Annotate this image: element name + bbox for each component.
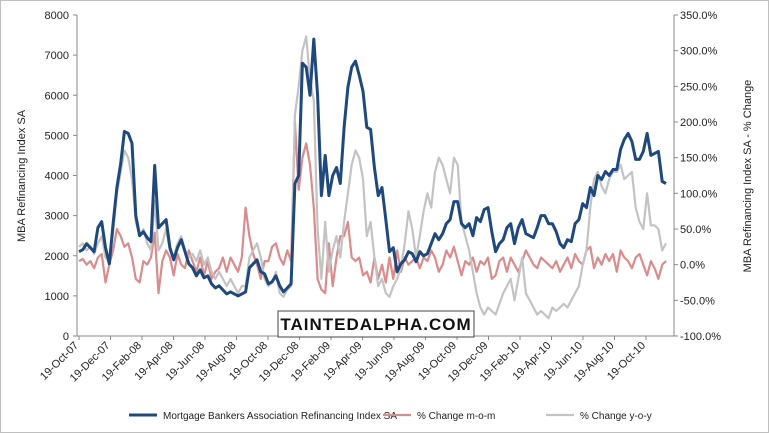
left-tick-label: 5000 bbox=[45, 130, 69, 142]
right-tick-label: 350.0% bbox=[680, 10, 718, 22]
right-tick-label: 250.0% bbox=[680, 81, 718, 93]
left-tick-label: 3000 bbox=[45, 211, 69, 223]
left-tick-label: 8000 bbox=[45, 10, 69, 22]
legend-label-1: % Change m-o-m bbox=[417, 411, 495, 422]
series-lines bbox=[79, 36, 666, 318]
legend-label-2: % Change y-o-y bbox=[580, 411, 652, 422]
left-axis-ticks: 0 1000 2000 3000 4000 5000 6000 7000 8000 bbox=[45, 10, 77, 343]
left-tick-label: 0 bbox=[63, 331, 69, 343]
left-tick-label: 6000 bbox=[45, 90, 69, 102]
right-axis-ticks: -100.0% -50.0% 0.0% 50.0% 100.0% 150.0% 200.0%… bbox=[674, 10, 721, 343]
watermark-logo: TAINTEDALPHA.COM bbox=[278, 311, 474, 337]
left-axis-title: MBA Refinancing Index SA bbox=[16, 109, 28, 242]
left-tick-label: 2000 bbox=[45, 251, 69, 263]
right-tick-label: 50.0% bbox=[680, 224, 711, 236]
right-tick-label: 0.0% bbox=[680, 260, 705, 272]
left-tick-label: 1000 bbox=[45, 291, 69, 303]
right-tick-label: 150.0% bbox=[680, 153, 718, 165]
legend: Mortgage Bankers Association Refinancing… bbox=[129, 411, 652, 422]
left-tick-label: 4000 bbox=[45, 171, 69, 183]
right-tick-label: 200.0% bbox=[680, 117, 718, 129]
left-tick-label: 7000 bbox=[45, 50, 69, 62]
right-tick-label: 100.0% bbox=[680, 188, 718, 200]
x-axis-ticks: 19-Oct-0719-Dec-0719-Feb-0819-Apr-0819-J… bbox=[38, 336, 648, 384]
right-tick-label: -100.0% bbox=[680, 331, 721, 343]
right-axis-title: MBA Refinancing Index SA - % Change bbox=[742, 80, 754, 273]
legend-label-0: Mortgage Bankers Association Refinancing… bbox=[163, 411, 397, 422]
right-tick-label: -50.0% bbox=[680, 295, 715, 307]
right-tick-label: 300.0% bbox=[680, 46, 718, 58]
watermark-text: TAINTEDALPHA.COM bbox=[280, 315, 471, 334]
